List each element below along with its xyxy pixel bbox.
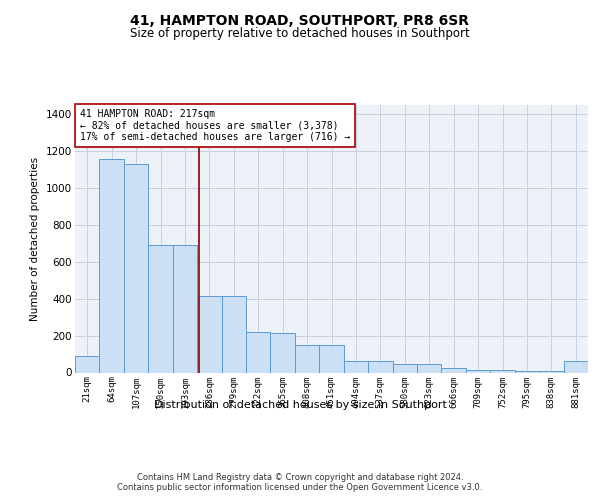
Text: Distribution of detached houses by size in Southport: Distribution of detached houses by size … <box>154 400 446 410</box>
Text: Contains HM Land Registry data © Crown copyright and database right 2024.
Contai: Contains HM Land Registry data © Crown c… <box>118 472 482 492</box>
Bar <box>246 332 271 372</box>
Text: Size of property relative to detached houses in Southport: Size of property relative to detached ho… <box>130 28 470 40</box>
Bar <box>442 368 466 372</box>
Bar <box>490 370 515 372</box>
Y-axis label: Number of detached properties: Number of detached properties <box>31 156 40 321</box>
Bar <box>271 333 295 372</box>
Bar <box>148 245 173 372</box>
Bar <box>466 370 490 372</box>
Bar <box>417 364 442 372</box>
Bar <box>221 296 246 372</box>
Bar <box>173 245 197 372</box>
Bar <box>539 371 563 372</box>
Bar <box>100 160 124 372</box>
Bar <box>75 356 100 372</box>
Text: 41 HAMPTON ROAD: 217sqm
← 82% of detached houses are smaller (3,378)
17% of semi: 41 HAMPTON ROAD: 217sqm ← 82% of detache… <box>80 109 350 142</box>
Bar <box>124 164 148 372</box>
Text: 41, HAMPTON ROAD, SOUTHPORT, PR8 6SR: 41, HAMPTON ROAD, SOUTHPORT, PR8 6SR <box>131 14 470 28</box>
Bar <box>295 345 319 372</box>
Bar <box>197 296 221 372</box>
Bar <box>392 364 417 372</box>
Bar <box>563 360 588 372</box>
Bar <box>344 360 368 372</box>
Bar <box>368 360 392 372</box>
Bar <box>319 345 344 372</box>
Bar <box>515 371 539 372</box>
